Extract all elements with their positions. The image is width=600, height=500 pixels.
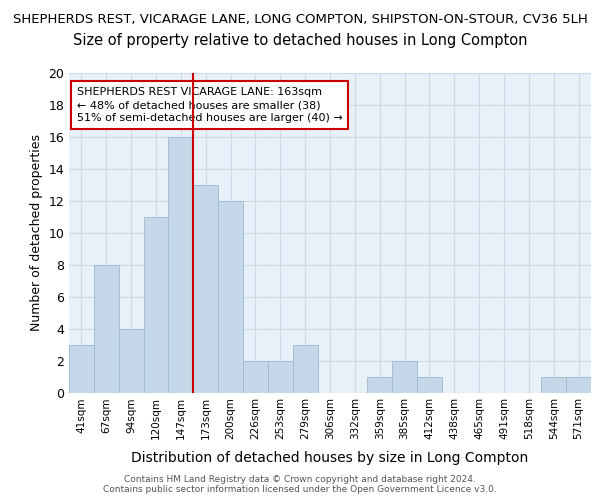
Text: Contains HM Land Registry data © Crown copyright and database right 2024.
Contai: Contains HM Land Registry data © Crown c…	[103, 474, 497, 494]
Bar	[169, 136, 193, 392]
Text: Size of property relative to detached houses in Long Compton: Size of property relative to detached ho…	[73, 32, 527, 48]
Bar	[541, 376, 566, 392]
Bar	[392, 360, 417, 392]
Bar	[119, 328, 143, 392]
Bar	[566, 376, 591, 392]
Text: SHEPHERDS REST VICARAGE LANE: 163sqm
← 48% of detached houses are smaller (38)
5: SHEPHERDS REST VICARAGE LANE: 163sqm ← 4…	[77, 87, 343, 124]
Bar	[143, 216, 169, 392]
X-axis label: Distribution of detached houses by size in Long Compton: Distribution of detached houses by size …	[131, 450, 529, 464]
Bar	[218, 200, 243, 392]
Bar	[243, 360, 268, 392]
Bar	[293, 344, 317, 393]
Bar	[367, 376, 392, 392]
Bar	[94, 264, 119, 392]
Text: SHEPHERDS REST, VICARAGE LANE, LONG COMPTON, SHIPSTON-ON-STOUR, CV36 5LH: SHEPHERDS REST, VICARAGE LANE, LONG COMP…	[13, 12, 587, 26]
Bar	[193, 184, 218, 392]
Bar	[69, 344, 94, 393]
Bar	[417, 376, 442, 392]
Bar	[268, 360, 293, 392]
Y-axis label: Number of detached properties: Number of detached properties	[30, 134, 43, 331]
